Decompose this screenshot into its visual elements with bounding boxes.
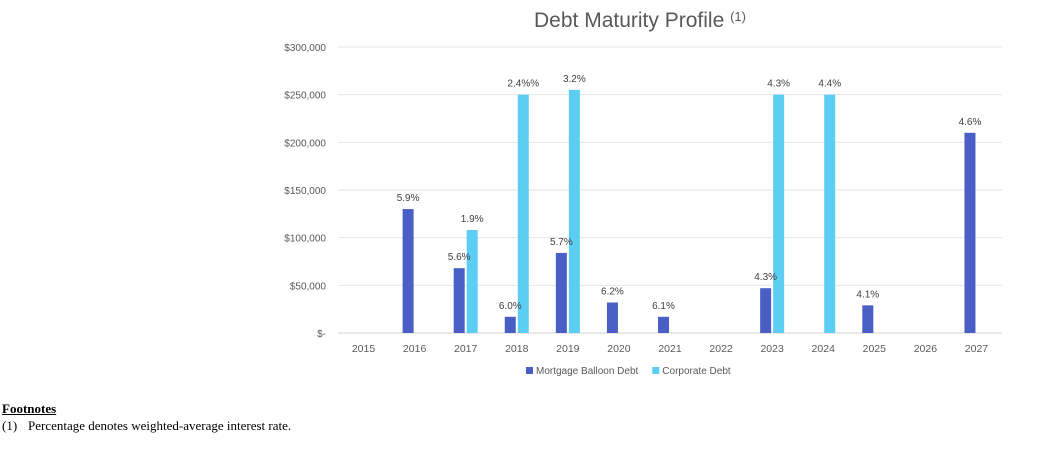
y-tick-label: $150,000	[284, 186, 326, 197]
x-tick-label: 2019	[556, 343, 580, 355]
x-tick-label: 2022	[709, 343, 733, 355]
y-tick-label: $-	[317, 329, 326, 340]
x-tick-label: 2016	[403, 343, 427, 355]
data-label: 5.7%	[550, 237, 573, 248]
bars	[402, 89, 976, 334]
bar-mortgage-balloon-debt	[760, 288, 772, 333]
x-tick-label: 2018	[505, 343, 529, 355]
bar-corporate-debt	[466, 230, 478, 333]
data-labels: 5.9% 5.6% 1.9% 6.0% 2.4%% 5.7% 3.2% 6.2% 6.1% 4.3…	[397, 74, 982, 312]
data-label: 4.6%	[959, 117, 982, 128]
data-label: 6.1%	[652, 301, 675, 312]
x-tick-label: 2024	[812, 343, 836, 355]
bar-corporate-debt	[517, 94, 529, 334]
chart-title: Debt Maturity Profile (1)	[534, 9, 746, 32]
x-tick-label: 2021	[658, 343, 682, 355]
data-label: 5.9%	[397, 193, 420, 204]
data-label: 5.6%	[448, 252, 471, 263]
bar-corporate-debt	[568, 89, 580, 334]
bar-mortgage-balloon-debt	[606, 302, 618, 333]
x-tick-label: 2017	[454, 343, 478, 355]
data-label: 4.3%	[767, 79, 790, 90]
legend: Mortgage Balloon Debt Corporate Debt	[526, 366, 731, 377]
x-axis-tick-labels: 2015 2016 2017 2018 2019 2020 2021 2022 2023 2024…	[352, 343, 988, 355]
bar-corporate-debt	[773, 94, 785, 334]
y-tick-label: $300,000	[284, 43, 326, 54]
legend-swatch	[652, 367, 660, 374]
x-tick-label: 2026	[914, 343, 938, 355]
debt-maturity-chart: Debt Maturity Profile (1) $- $50,000 $100,…	[284, 9, 1002, 377]
data-label: 1.9%	[461, 214, 484, 225]
data-label: 4.4%	[818, 79, 841, 90]
bar-mortgage-balloon-debt	[555, 252, 567, 333]
legend-swatch	[526, 367, 533, 374]
bar-mortgage-balloon-debt	[658, 316, 669, 333]
chart-title-text: Debt Maturity Profile	[534, 9, 724, 32]
legend-label: Mortgage Balloon Debt	[536, 366, 639, 377]
data-label: 4.3%	[754, 272, 777, 283]
data-label: 2.4%%	[507, 79, 539, 90]
chart-title-superscript: (1)	[730, 9, 746, 24]
y-tick-label: $250,000	[284, 91, 326, 102]
x-tick-label: 2015	[352, 343, 376, 355]
data-label: 6.0%	[499, 301, 522, 312]
footnote-number: (1)	[2, 418, 18, 433]
bar-mortgage-balloon-debt	[453, 268, 465, 333]
footnotes-title: Footnotes	[2, 401, 57, 416]
y-tick-label: $100,000	[284, 234, 326, 245]
data-label: 4.1%	[856, 289, 879, 300]
x-tick-label: 2025	[863, 343, 887, 355]
footnote-item: (1) Percentage denotes weighted-average i…	[2, 417, 291, 434]
x-tick-label: 2027	[965, 343, 989, 355]
bar-mortgage-balloon-debt	[964, 132, 976, 333]
x-tick-label: 2023	[760, 343, 784, 355]
gridlines	[338, 46, 1002, 334]
x-tick-label: 2020	[607, 343, 631, 355]
y-axis-tick-labels: $- $50,000 $100,000 $150,000 $200,000 $250,00…	[284, 43, 326, 340]
bar-mortgage-balloon-debt	[402, 209, 414, 333]
footnotes: Footnotes (1) Percentage denotes weighted…	[2, 400, 291, 434]
bar-mortgage-balloon-debt	[504, 316, 516, 333]
data-label: 3.2%	[563, 74, 586, 85]
legend-label: Corporate Debt	[662, 366, 731, 377]
bar-corporate-debt	[824, 94, 836, 334]
data-label: 6.2%	[601, 286, 624, 297]
y-tick-label: $50,000	[290, 281, 327, 292]
bar-mortgage-balloon-debt	[862, 305, 874, 333]
y-tick-label: $200,000	[284, 138, 326, 149]
footnote-text: Percentage denotes weighted-average inte…	[28, 418, 292, 433]
